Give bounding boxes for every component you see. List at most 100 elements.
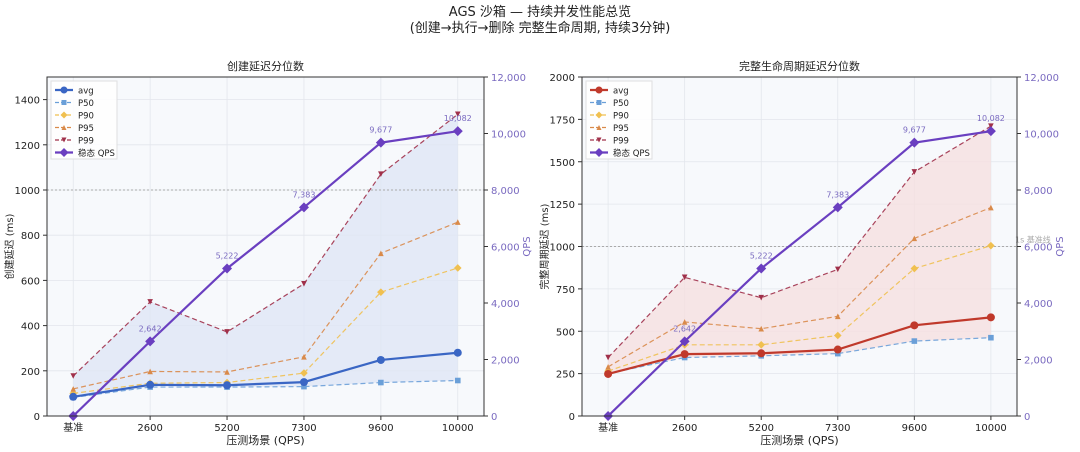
series-line-P90 [607, 245, 992, 372]
qps-data-label: 5,222 [750, 251, 773, 260]
data-point [834, 266, 841, 273]
legend-marker [61, 137, 67, 143]
legend-label: P90 [613, 112, 629, 122]
qps-data-label: 10,082 [444, 114, 472, 123]
y2-axis-label: QPS [1055, 236, 1066, 256]
x-tick-label: 7300 [291, 423, 316, 434]
data-point [757, 341, 766, 349]
x-tick-label: 7300 [825, 423, 850, 434]
x-tick-label: 基准 [598, 421, 618, 434]
qps-data-label: 2,642 [673, 324, 696, 333]
x-tick-label: 2600 [137, 423, 162, 434]
x-tick-label: 5200 [748, 423, 773, 434]
y2-tick-label: 8,000 [491, 186, 520, 197]
qps-data-label: 7,383 [293, 190, 316, 199]
data-point [223, 381, 232, 390]
legend-marker [594, 148, 604, 157]
data-point [681, 274, 688, 281]
series-line-P99 [607, 125, 992, 358]
x-tick-label: 9600 [902, 423, 927, 434]
data-point [145, 336, 156, 347]
legend-label: 稳态 QPS [613, 148, 650, 159]
legend-label: P95 [78, 124, 94, 134]
data-point [69, 392, 78, 401]
data-point [910, 321, 919, 330]
data-point [224, 369, 230, 375]
data-point [758, 325, 765, 332]
series-line-稳态 QPS [72, 130, 458, 417]
y2-tick-label: 0 [1024, 412, 1030, 423]
legend-marker [596, 100, 602, 105]
data-point [301, 353, 307, 360]
y2-tick-label: 0 [491, 412, 497, 423]
axes-frame [46, 76, 485, 417]
series-line-P50 [607, 337, 991, 375]
legend-label: avg [613, 87, 629, 97]
data-point [911, 338, 918, 344]
legend-marker [596, 137, 602, 143]
data-point [452, 126, 463, 137]
data-point [147, 368, 153, 375]
legend [585, 80, 653, 160]
series-line-avg [607, 316, 992, 376]
series-line-avg [73, 351, 458, 398]
legend-label: avg [78, 87, 94, 97]
series-line-稳态 QPS [607, 130, 992, 417]
legend-marker [595, 86, 603, 94]
x-tick-label: 10000 [442, 423, 474, 434]
data-point [453, 348, 462, 357]
legend-marker [60, 86, 68, 94]
data-point [378, 379, 384, 386]
data-point [985, 126, 996, 137]
legend-marker [59, 148, 69, 157]
data-point [909, 137, 920, 148]
y2-tick-label: 2,000 [1024, 356, 1053, 367]
y-tick-label: 1250 [550, 200, 575, 211]
x-tick-label: 10000 [975, 423, 1007, 434]
data-point [911, 169, 918, 175]
y-tick-label: 1000 [550, 243, 575, 254]
y-tick-label: 200 [21, 367, 40, 378]
legend-label: P90 [78, 112, 94, 122]
data-point [834, 313, 841, 320]
data-point [988, 334, 994, 341]
legend-label: P99 [78, 137, 94, 147]
y-tick-label: 800 [21, 231, 40, 242]
y-tick-label: 1200 [15, 141, 40, 152]
data-point [833, 331, 842, 340]
qps-data-label: 9,677 [903, 126, 926, 135]
data-point [378, 171, 384, 177]
data-point [681, 319, 688, 325]
series-line-P95 [73, 221, 459, 390]
qps-data-label: 9,677 [369, 126, 392, 135]
x-axis-label: 压测场景 (QPS) [760, 433, 838, 447]
chart-create-latency: 0 200 400 600 800 1000 1200 1400 基准 2600 5200 7300 9… [3, 59, 533, 447]
data-point [298, 202, 309, 213]
data-point [378, 250, 384, 257]
x-tick-label: 5200 [214, 423, 239, 434]
y2-tick-label: 6,000 [491, 243, 520, 254]
y-axis-label: 完整周期延迟 (ms) [538, 203, 551, 289]
p50-p99-band [608, 126, 991, 374]
y-tick-label: 250 [556, 370, 575, 381]
series-line-P95 [607, 206, 992, 368]
y2-tick-label: 12,000 [491, 73, 526, 84]
x-axis-label: 压测场景 (QPS) [226, 433, 304, 447]
x-tick-label: 9600 [368, 423, 393, 434]
y-tick-label: 0 [569, 412, 575, 423]
y-tick-label: 1400 [15, 96, 40, 107]
y-tick-label: 500 [556, 327, 575, 338]
data-point [454, 377, 461, 384]
y2-tick-label: 4,000 [491, 299, 520, 310]
legend-label: P50 [613, 99, 629, 109]
data-point [224, 329, 230, 335]
data-point [679, 336, 690, 347]
qps-data-label: 2,642 [139, 324, 162, 333]
chart-title: 完整生命周期延迟分位数 [739, 59, 860, 73]
legend-marker [60, 111, 68, 119]
data-point [832, 202, 843, 213]
y-tick-label: 600 [21, 276, 40, 287]
data-point [987, 241, 995, 250]
data-point [988, 123, 994, 129]
